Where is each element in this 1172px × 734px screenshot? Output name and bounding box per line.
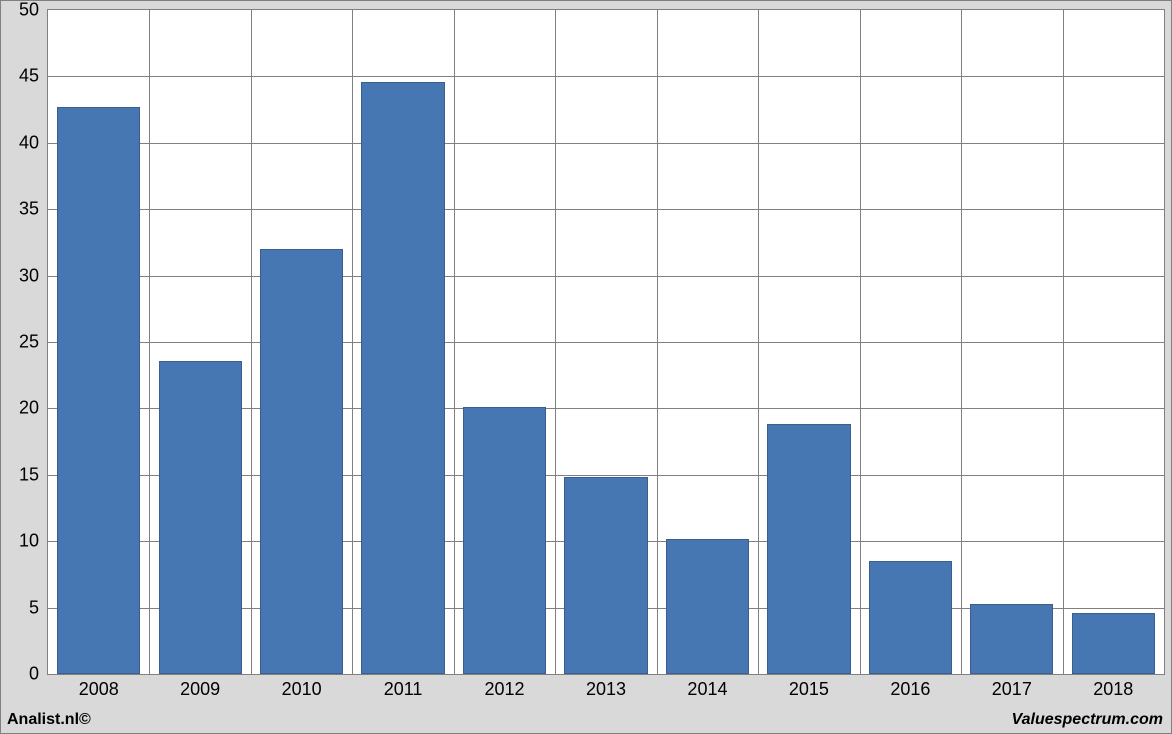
gridline-vertical <box>555 10 556 674</box>
gridline-vertical <box>657 10 658 674</box>
x-tick-label: 2016 <box>890 679 930 700</box>
x-tick-label: 2009 <box>180 679 220 700</box>
bar <box>869 561 952 674</box>
gridline-vertical <box>758 10 759 674</box>
x-tick-label: 2018 <box>1093 679 1133 700</box>
gridline-horizontal <box>48 209 1164 210</box>
gridline-vertical <box>149 10 150 674</box>
bar <box>57 107 140 674</box>
gridline-horizontal <box>48 276 1164 277</box>
bar <box>1072 613 1155 674</box>
bar <box>970 604 1053 674</box>
y-tick-label: 45 <box>1 66 39 87</box>
x-tick-label: 2012 <box>485 679 525 700</box>
x-tick-label: 2013 <box>586 679 626 700</box>
chart-container: 0 5 10 15 20 25 30 35 40 45 50 2008 2009 2010 2011 201… <box>0 0 1172 734</box>
gridline-vertical <box>860 10 861 674</box>
y-tick-label: 5 <box>1 597 39 618</box>
x-tick-label: 2015 <box>789 679 829 700</box>
plot-area <box>47 9 1165 675</box>
footer-right-credit: Valuespectrum.com <box>1012 711 1163 729</box>
y-tick-label: 20 <box>1 398 39 419</box>
gridline-vertical <box>251 10 252 674</box>
bar <box>767 424 850 674</box>
y-tick-label: 10 <box>1 531 39 552</box>
y-tick-label: 40 <box>1 132 39 153</box>
bar <box>159 361 242 674</box>
gridline-vertical <box>1063 10 1064 674</box>
gridline-horizontal <box>48 76 1164 77</box>
footer-left-credit: Analist.nl© <box>7 711 91 729</box>
x-tick-label: 2011 <box>384 679 423 700</box>
x-tick-label: 2008 <box>79 679 119 700</box>
gridline-horizontal <box>48 342 1164 343</box>
y-tick-label: 50 <box>1 0 39 21</box>
gridline-vertical <box>352 10 353 674</box>
x-tick-label: 2010 <box>282 679 322 700</box>
bar <box>564 477 647 674</box>
gridline-horizontal <box>48 143 1164 144</box>
y-tick-label: 35 <box>1 199 39 220</box>
bar <box>260 249 343 674</box>
y-tick-label: 15 <box>1 464 39 485</box>
gridline-vertical <box>454 10 455 674</box>
y-tick-label: 25 <box>1 332 39 353</box>
bar <box>463 407 546 674</box>
y-tick-label: 30 <box>1 265 39 286</box>
y-tick-label: 0 <box>1 664 39 685</box>
bar <box>361 82 444 674</box>
x-tick-label: 2017 <box>992 679 1032 700</box>
x-tick-label: 2014 <box>687 679 727 700</box>
gridline-vertical <box>961 10 962 674</box>
bar <box>666 539 749 674</box>
